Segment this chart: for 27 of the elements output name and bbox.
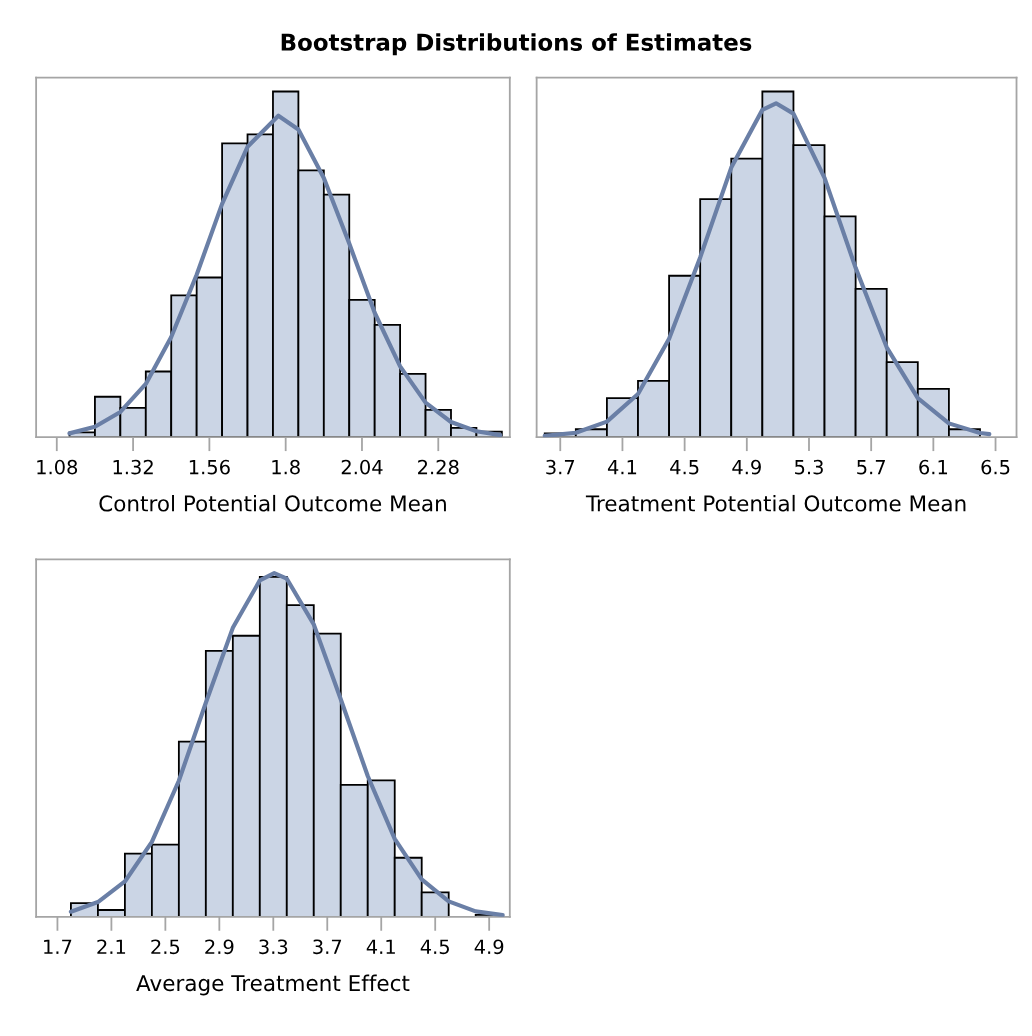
x-tick-label: 1.32 bbox=[113, 459, 153, 475]
x-tick-label: 1.8 bbox=[272, 459, 300, 475]
x-tick-label: 4.1 bbox=[366, 939, 395, 954]
x-tick-label: 1.08 bbox=[37, 459, 78, 475]
x-tick-label: 1.56 bbox=[189, 459, 230, 475]
x-axis-title: Average Treatment Effect bbox=[136, 974, 410, 996]
x-tick-label: 4.9 bbox=[732, 459, 761, 475]
x-tick-label: 4.5 bbox=[670, 460, 699, 475]
x-tick-label: 4.5 bbox=[420, 939, 449, 955]
chart-title: Bootstrap Distributions of Estimates bbox=[281, 33, 752, 56]
x-tick-label: 1.7 bbox=[44, 939, 72, 954]
x-axis-title: Control Potential Outcome Mean bbox=[99, 494, 446, 512]
x-tick-label: 3.7 bbox=[546, 459, 575, 475]
x-axis-title: Treatment Potential Outcome Mean bbox=[585, 494, 966, 512]
x-tick-label: 6.5 bbox=[981, 459, 1010, 475]
x-tick-label: 3.7 bbox=[313, 939, 342, 955]
x-tick-label: 5.7 bbox=[857, 460, 885, 475]
x-tick-label: 5.3 bbox=[795, 459, 823, 475]
x-tick-label: 2.28 bbox=[418, 459, 459, 475]
x-tick-label: 2.1 bbox=[97, 939, 126, 954]
x-tick-label: 3.3 bbox=[259, 939, 288, 955]
x-tick-label: 2.04 bbox=[341, 459, 383, 475]
x-tick-label: 6.1 bbox=[919, 459, 948, 475]
x-tick-label: 4.9 bbox=[474, 939, 504, 955]
x-tick-label: 2.9 bbox=[205, 939, 234, 955]
x-tick-label: 2.5 bbox=[151, 939, 180, 955]
x-tick-label: 4.1 bbox=[607, 460, 637, 475]
